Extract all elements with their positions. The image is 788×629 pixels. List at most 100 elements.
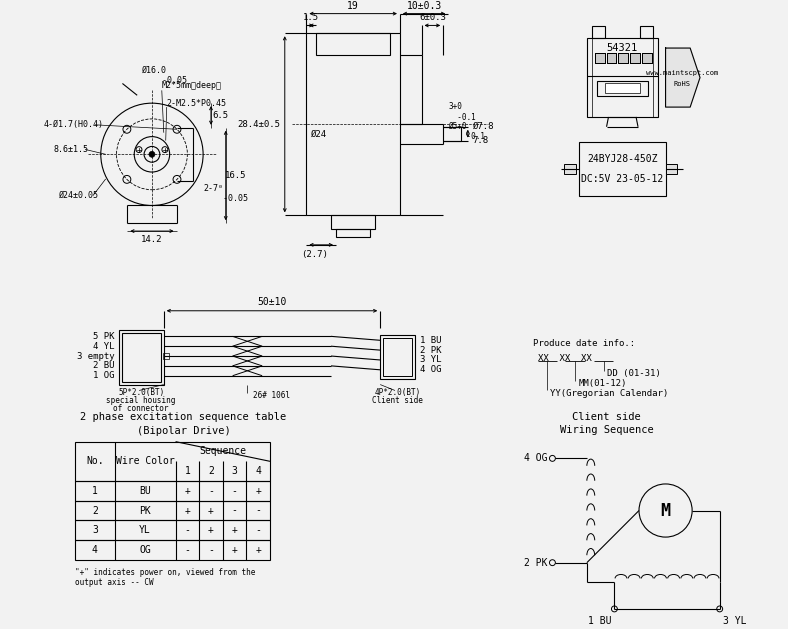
Text: 2 BU: 2 BU — [93, 362, 114, 370]
Bar — [336, 229, 370, 237]
Bar — [592, 26, 604, 38]
Bar — [316, 33, 390, 55]
Text: 5 PK: 5 PK — [93, 332, 114, 341]
Text: Sequence: Sequence — [199, 447, 247, 457]
Text: +: + — [232, 525, 237, 535]
Text: 2-M2.5*P0.45: 2-M2.5*P0.45 — [167, 99, 227, 108]
Text: +: + — [255, 486, 261, 496]
Text: 10±0.3: 10±0.3 — [407, 1, 442, 11]
Bar — [122, 333, 161, 382]
Bar — [642, 53, 652, 63]
Text: M2*5mm（deep）: M2*5mm（deep） — [162, 81, 221, 90]
Text: Ø24±0.05: Ø24±0.05 — [58, 191, 98, 200]
Bar — [630, 53, 640, 63]
Bar — [579, 142, 666, 196]
Text: YY(Gregorian Calendar): YY(Gregorian Calendar) — [551, 389, 669, 398]
Text: 4 OG: 4 OG — [419, 365, 441, 374]
Bar — [75, 520, 270, 540]
Text: 4: 4 — [255, 466, 261, 476]
Text: -: - — [255, 506, 261, 516]
Text: (Bipolar Drive): (Bipolar Drive) — [136, 426, 230, 436]
Text: -: - — [184, 525, 191, 535]
Text: MM(01-12): MM(01-12) — [579, 379, 627, 388]
Text: Wiring Sequence: Wiring Sequence — [559, 425, 653, 435]
Text: Produce date info.:: Produce date info.: — [533, 339, 635, 348]
Text: 4-Ø1.7(H0.4): 4-Ø1.7(H0.4) — [43, 120, 104, 130]
Text: RoHS: RoHS — [674, 82, 691, 87]
Bar — [381, 335, 414, 379]
Text: 3 YL: 3 YL — [723, 616, 746, 626]
Bar — [383, 338, 411, 376]
Text: 4P*2.0(BT): 4P*2.0(BT) — [375, 388, 421, 397]
Bar — [666, 164, 678, 174]
Text: +: + — [184, 506, 191, 516]
Bar — [587, 38, 658, 117]
Text: Client side: Client side — [373, 396, 423, 405]
Text: 1 OG: 1 OG — [93, 371, 114, 380]
Bar — [75, 540, 270, 560]
Text: 4 YL: 4 YL — [93, 342, 114, 351]
Text: M: M — [660, 501, 671, 520]
Text: BU: BU — [139, 486, 151, 496]
Circle shape — [149, 152, 155, 157]
Text: Ø7.8: Ø7.8 — [473, 122, 494, 131]
Text: 4 OG: 4 OG — [524, 454, 548, 464]
Text: 2 PK: 2 PK — [419, 345, 441, 355]
Bar — [640, 26, 652, 38]
Text: DD (01-31): DD (01-31) — [607, 369, 660, 378]
Text: 1 BU: 1 BU — [419, 336, 441, 345]
Text: 19: 19 — [348, 1, 359, 11]
Text: XX  XX  XX: XX XX XX — [537, 355, 592, 364]
Bar — [75, 481, 270, 501]
Text: 1.5: 1.5 — [303, 13, 319, 22]
Text: Ø16.0
    -0.05: Ø16.0 -0.05 — [142, 66, 187, 86]
Text: 3: 3 — [92, 525, 98, 535]
Text: (2.7): (2.7) — [302, 250, 329, 259]
Text: 6.5: 6.5 — [213, 111, 229, 120]
Text: 14.2: 14.2 — [141, 235, 162, 245]
Text: 2-7⁰
    -0.05: 2-7⁰ -0.05 — [203, 184, 248, 203]
Text: -: - — [255, 525, 261, 535]
Text: 4: 4 — [92, 545, 98, 555]
Bar — [307, 33, 400, 215]
Text: 1: 1 — [92, 486, 98, 496]
Text: -: - — [208, 545, 214, 555]
Text: +: + — [232, 545, 237, 555]
Bar — [607, 53, 616, 63]
Text: 24BYJ28-450Z: 24BYJ28-450Z — [587, 154, 657, 164]
Text: 28.4±0.5: 28.4±0.5 — [237, 120, 280, 129]
Bar — [331, 215, 375, 229]
Text: +: + — [255, 545, 261, 555]
Text: -: - — [208, 486, 214, 496]
Bar — [642, 53, 652, 63]
Polygon shape — [666, 48, 700, 107]
Text: -: - — [232, 506, 237, 516]
Bar — [595, 53, 604, 63]
Text: 50±10: 50±10 — [258, 297, 287, 307]
Text: 3: 3 — [232, 466, 237, 476]
Text: OG: OG — [139, 545, 151, 555]
Text: Wire Color: Wire Color — [116, 456, 174, 466]
Text: 2: 2 — [208, 466, 214, 476]
Text: 8.6±1.5: 8.6±1.5 — [54, 145, 88, 154]
Text: +: + — [208, 525, 214, 535]
Bar — [597, 81, 648, 96]
Bar — [619, 53, 628, 63]
Text: PK: PK — [139, 506, 151, 516]
Text: No.: No. — [86, 456, 104, 466]
Bar — [619, 53, 628, 63]
Bar — [630, 53, 640, 63]
Text: 1 BU: 1 BU — [588, 616, 611, 626]
Bar — [120, 330, 164, 384]
Bar — [604, 84, 640, 93]
Text: 3+0
  -0.1: 3+0 -0.1 — [448, 103, 476, 122]
Text: -: - — [184, 545, 191, 555]
Text: 6±0.3: 6±0.3 — [419, 13, 446, 22]
Text: 16.5: 16.5 — [225, 171, 247, 180]
Text: 5P*2.0(BT): 5P*2.0(BT) — [118, 388, 164, 397]
Text: +: + — [184, 486, 191, 496]
Text: 2: 2 — [92, 506, 98, 516]
Bar — [75, 501, 270, 520]
Text: of connector: of connector — [113, 404, 169, 413]
Text: "+" indicates power on, viewed from the
output axis -- CW: "+" indicates power on, viewed from the … — [75, 567, 255, 587]
